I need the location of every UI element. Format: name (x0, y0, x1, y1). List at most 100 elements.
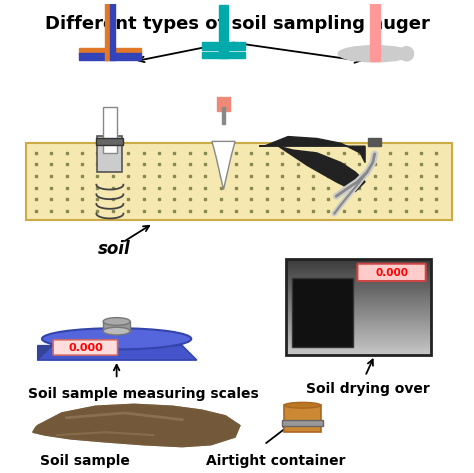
Bar (286, 295, 430, 296)
Ellipse shape (103, 317, 130, 325)
Bar (286, 328, 430, 329)
Bar (286, 270, 430, 271)
Bar (202, 42, 245, 50)
Bar (202, 52, 245, 58)
Bar (286, 308, 430, 309)
Bar (286, 307, 430, 308)
Bar (103, 322, 130, 331)
Bar (286, 296, 430, 297)
Bar (286, 316, 430, 317)
Text: Soil sample: Soil sample (40, 455, 129, 468)
Bar (286, 319, 430, 320)
Bar (286, 317, 430, 319)
Bar (286, 259, 430, 355)
Bar (79, 48, 141, 54)
Bar (286, 281, 430, 282)
Ellipse shape (103, 327, 130, 335)
Bar (286, 302, 430, 303)
Bar (286, 313, 430, 314)
Text: Soil drying over: Soil drying over (306, 382, 430, 396)
Bar (286, 349, 430, 350)
Bar (286, 275, 430, 276)
Polygon shape (37, 346, 197, 360)
Bar (286, 336, 430, 337)
FancyBboxPatch shape (53, 340, 118, 355)
Bar (286, 346, 430, 347)
Bar (286, 315, 430, 316)
Bar (286, 274, 430, 275)
Bar (286, 350, 430, 351)
Bar (286, 284, 430, 285)
Bar (286, 341, 430, 342)
Bar (286, 342, 430, 343)
Bar (286, 330, 430, 331)
Bar (370, 0, 380, 61)
Bar (221, 107, 226, 124)
Bar (286, 272, 430, 273)
Bar (286, 282, 430, 283)
Bar (286, 299, 430, 300)
Bar (286, 286, 430, 287)
Bar (286, 339, 430, 340)
Bar (286, 309, 430, 310)
Bar (286, 351, 430, 352)
Bar (286, 353, 430, 354)
Bar (286, 294, 430, 295)
Bar (217, 97, 230, 111)
Bar (286, 354, 430, 355)
Bar (286, 306, 430, 307)
Bar (284, 405, 321, 432)
Bar (219, 5, 228, 58)
Bar (286, 310, 430, 311)
Bar (110, 0, 115, 60)
Polygon shape (212, 141, 235, 190)
Bar (286, 285, 430, 286)
Bar (103, 107, 117, 153)
Bar (286, 267, 430, 268)
Bar (286, 292, 430, 293)
Bar (286, 332, 430, 333)
Bar (105, 0, 110, 60)
Bar (286, 280, 430, 281)
Bar (286, 259, 430, 260)
Bar (286, 314, 430, 315)
Circle shape (400, 47, 413, 61)
Bar (286, 287, 430, 288)
Polygon shape (33, 404, 240, 447)
Bar (286, 331, 430, 332)
Bar (286, 337, 430, 338)
Bar (286, 300, 430, 301)
Bar (286, 304, 430, 305)
Bar (286, 347, 430, 348)
Bar (286, 298, 430, 299)
Bar (286, 262, 430, 263)
Bar (286, 273, 430, 274)
Bar (286, 323, 430, 324)
Bar (368, 139, 382, 146)
FancyBboxPatch shape (357, 263, 426, 281)
Bar (286, 261, 430, 262)
Text: Airtight container: Airtight container (206, 455, 346, 468)
Bar (286, 324, 430, 325)
Bar (286, 327, 430, 328)
Polygon shape (33, 404, 240, 447)
Bar (286, 335, 430, 336)
Bar (286, 320, 430, 321)
Polygon shape (259, 137, 365, 163)
Bar (286, 290, 430, 292)
Bar (286, 301, 430, 302)
Bar (286, 263, 430, 265)
Bar (286, 278, 430, 279)
Bar (286, 277, 430, 278)
Bar (79, 53, 141, 60)
Bar (286, 303, 430, 304)
Bar (292, 278, 353, 348)
Text: 0.000: 0.000 (375, 268, 408, 278)
Bar (286, 321, 430, 322)
Ellipse shape (42, 328, 191, 350)
Bar (286, 334, 430, 335)
Bar (286, 312, 430, 313)
Bar (286, 311, 430, 312)
Bar (286, 329, 430, 330)
Bar (286, 269, 430, 270)
